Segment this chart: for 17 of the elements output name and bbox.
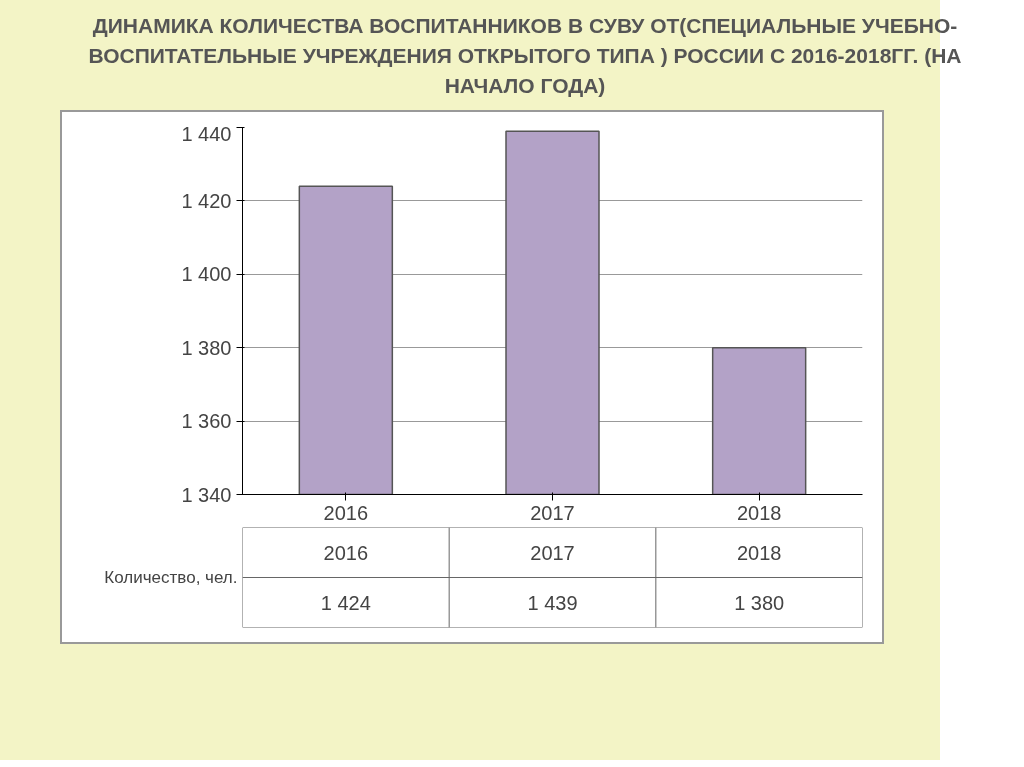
category-label: 2018 <box>736 541 782 564</box>
x-tick-label: 2017 <box>530 501 575 524</box>
data-label: 1 424 <box>320 591 371 614</box>
text: Количество, чел. <box>104 568 238 587</box>
x-tick-label: 2018 <box>736 501 782 524</box>
y-tick-label: 1 340 <box>181 483 232 506</box>
category-label: 2017 <box>530 541 575 564</box>
y-tick-label: 1 420 <box>181 189 232 212</box>
data-label: 1 380 <box>734 591 785 614</box>
chart-title: ДИНАМИКА КОЛИЧЕСТВА ВОСПИТАННИКОВ В СУВУ ОТ(СПЕЦИАЛЬНЫЕ УЧЕБНО-ВОСПИТАТЕЛЬНЫЕ УЧРЕЖДЕНИЯ ОТКРЫТОГО ТИПА ) РОССИИ С 2016-2018ГГ. (НА НАЧАЛО ГОДА) <box>87 13 963 99</box>
y-tick-label: 1 360 <box>181 410 232 433</box>
category-label: 2016 <box>323 541 369 564</box>
y-tick-label: 1 380 <box>181 336 232 359</box>
x-tick-label: 2016 <box>323 501 369 524</box>
y-tick-label: 1 400 <box>181 263 232 286</box>
y-tick-label: 1 440 <box>181 122 232 145</box>
data-label: 1 439 <box>527 591 578 614</box>
